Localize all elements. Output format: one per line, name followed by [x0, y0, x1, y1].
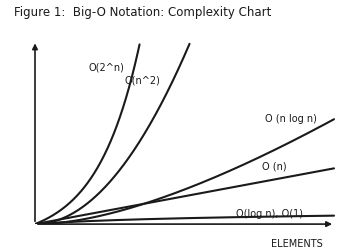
Text: ELEMENTS: ELEMENTS	[271, 239, 323, 249]
Text: O (n log n): O (n log n)	[265, 114, 317, 124]
Text: O(n^2): O(n^2)	[125, 75, 161, 85]
Text: O (n): O (n)	[262, 161, 287, 171]
Text: O(2^n): O(2^n)	[88, 62, 124, 72]
Text: Figure 1:  Big-O Notation: Complexity Chart: Figure 1: Big-O Notation: Complexity Cha…	[14, 6, 271, 19]
Text: O
P
E
R
A
T
I
O
N
S

(t): O P E R A T I O N S (t)	[0, 59, 1, 170]
Text: O(log n), O(1): O(log n), O(1)	[236, 209, 303, 219]
